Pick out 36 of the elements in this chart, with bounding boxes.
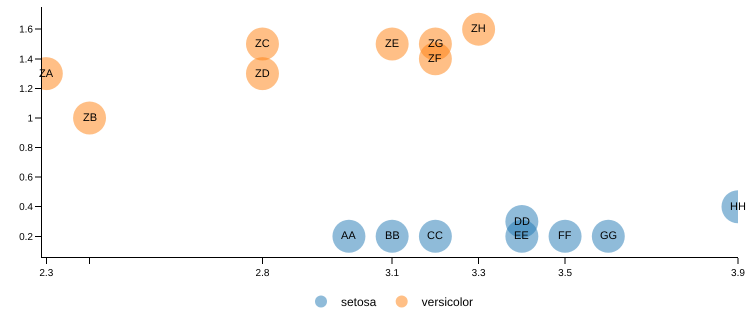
y-tick-label: 0.6 xyxy=(19,172,34,184)
annotation: GG xyxy=(600,230,618,242)
annotation: ZH xyxy=(471,23,486,35)
annotation: ZG xyxy=(428,38,444,50)
y-tick-label: 0.4 xyxy=(19,202,34,214)
y-tick-label: 0.8 xyxy=(19,143,34,154)
legend-label: versicolor xyxy=(422,295,474,310)
y-tick-label: 1.6 xyxy=(19,24,34,36)
annotation: ZC xyxy=(255,38,270,50)
y-tick-label: 1.2 xyxy=(19,84,34,95)
annotation: DD xyxy=(514,216,530,228)
annotation: ZE xyxy=(385,38,400,50)
point xyxy=(73,101,106,134)
annotation: FF xyxy=(558,230,572,242)
x-tick-label: 2.8 xyxy=(256,268,270,279)
annotation: ZB xyxy=(83,112,98,124)
y-tick-label: 1.4 xyxy=(19,54,34,66)
point xyxy=(376,220,409,253)
legend-label: setosa xyxy=(341,295,377,310)
point xyxy=(548,220,582,253)
y-tick-label: 0.2 xyxy=(19,232,34,243)
point xyxy=(462,12,496,46)
x-tick-label: 2.3 xyxy=(39,268,54,279)
y-tick-label: 1 xyxy=(27,113,34,124)
x-tick-label: 3.3 xyxy=(472,268,486,279)
annotation: ZD xyxy=(255,68,270,80)
annotation: CC xyxy=(427,230,443,242)
x-tick-label: 3.9 xyxy=(731,268,746,279)
annotation: ZF xyxy=(428,53,442,65)
annotation: BB xyxy=(385,230,400,242)
annotation: AA xyxy=(341,230,356,242)
annotation: HH xyxy=(730,201,746,213)
x-tick-label: 3.1 xyxy=(385,268,400,279)
annotation: EE xyxy=(514,230,529,242)
x-tick-label: 3.5 xyxy=(558,268,572,279)
point xyxy=(376,27,409,60)
